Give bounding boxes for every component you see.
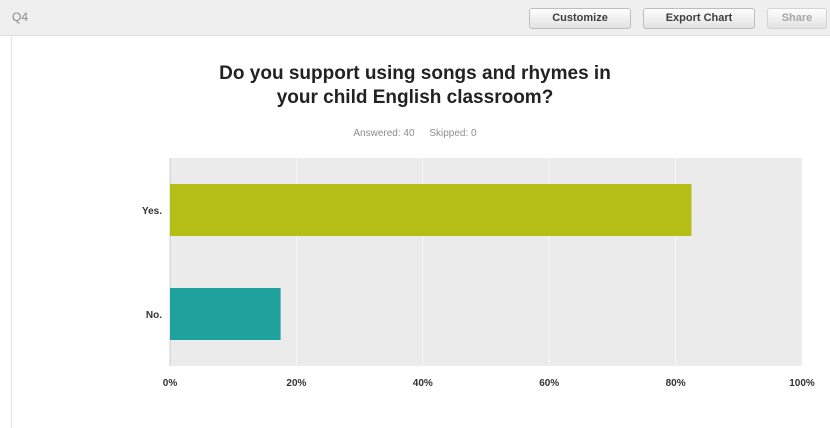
x-tick-label-3: 60% (539, 378, 559, 389)
chart-title: Do you support using songs and rhymes in… (120, 62, 710, 110)
x-tick-label-5: 100% (789, 378, 815, 389)
panel-left-border (11, 36, 12, 428)
x-tick-label-0: 0% (163, 378, 178, 389)
category-label-no: No. (146, 310, 162, 321)
x-tick-label-2: 40% (413, 378, 433, 389)
response-stats: Answered: 40 Skipped: 0 (0, 128, 830, 139)
share-button[interactable]: Share (767, 8, 827, 29)
x-tick-label-4: 80% (666, 378, 686, 389)
customize-button[interactable]: Customize (529, 8, 631, 29)
category-label-yes: Yes. (142, 206, 162, 217)
chart-title-line-1: Do you support using songs and rhymes in (219, 63, 611, 84)
chart-title-line-2: your child English classroom? (276, 87, 554, 108)
question-number: Q4 (12, 10, 29, 24)
bar-yes (170, 184, 692, 236)
bar-no (170, 288, 281, 340)
x-tick-label-1: 20% (286, 378, 306, 389)
answered-count: Answered: 40 (353, 128, 415, 139)
skipped-count: Skipped: 0 (429, 128, 477, 139)
export-chart-button[interactable]: Export Chart (643, 8, 755, 29)
question-header-bar: Q4 Customize Export Chart Share (0, 0, 830, 36)
